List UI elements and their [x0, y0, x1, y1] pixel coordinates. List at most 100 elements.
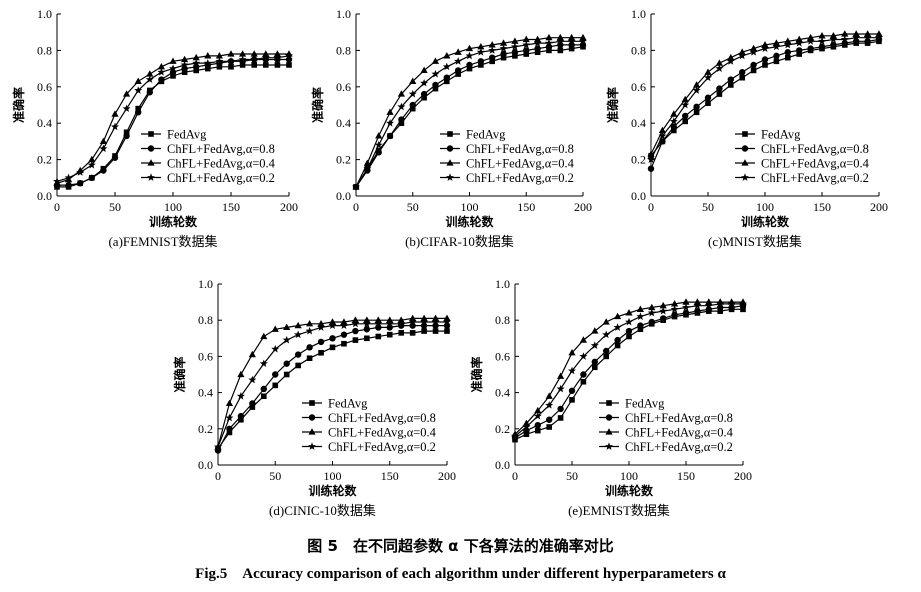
data-point — [477, 42, 485, 50]
data-point — [579, 33, 587, 41]
data-point — [352, 337, 359, 343]
data-point — [239, 50, 247, 57]
data-point — [431, 69, 440, 78]
data-point — [545, 392, 553, 399]
y-axis-label: 准确率 — [11, 87, 26, 123]
x-tick-label: 0 — [215, 469, 221, 483]
legend-marker — [605, 428, 613, 435]
legend-item: ChFL+FedAvg,α=0.2 — [599, 440, 733, 454]
data-point — [239, 62, 246, 68]
data-point — [556, 33, 564, 41]
data-point — [704, 68, 712, 75]
data-point — [273, 50, 281, 57]
data-point — [660, 315, 667, 322]
data-point — [694, 307, 701, 315]
legend-label: ChFL+FedAvg,α=0.2 — [625, 440, 733, 454]
data-point — [681, 100, 690, 109]
data-point — [444, 328, 450, 334]
data-point — [341, 340, 347, 347]
data-point — [204, 52, 212, 59]
data-point — [863, 33, 872, 42]
data-point — [614, 342, 621, 349]
legend-marker — [447, 131, 453, 137]
data-point — [489, 58, 495, 65]
data-point — [442, 62, 451, 71]
legend-item: FedAvg — [302, 397, 368, 411]
chart-d: 0.0 0.2 0.4 0.6 0.8 1.0 0 50 100 150 200 训练轮数 准确率 (d)… — [172, 277, 456, 518]
chart-subtitle: (e)EMNIST数据集 — [568, 503, 670, 518]
y-tick-label: 0.0 — [198, 458, 213, 472]
data-point — [682, 309, 690, 317]
legend-label: ChFL+FedAvg,α=0.2 — [466, 171, 574, 185]
legend-item: ChFL+FedAvg,α=0.4 — [302, 426, 437, 440]
data-point — [260, 385, 267, 393]
data-point — [294, 351, 302, 358]
data-point — [398, 116, 405, 123]
data-point — [157, 62, 165, 70]
x-axis-label: 训练轮数 — [741, 214, 790, 229]
data-point — [727, 299, 736, 308]
data-point — [658, 126, 666, 134]
data-point — [64, 173, 73, 182]
data-point — [134, 86, 143, 94]
data-point — [317, 320, 325, 327]
y-tick-label: 0.0 — [336, 189, 351, 203]
data-point — [579, 37, 587, 45]
data-point — [796, 47, 803, 54]
series-triangle — [352, 33, 587, 190]
data-point — [465, 44, 474, 52]
data-point — [134, 77, 142, 84]
data-point — [374, 319, 383, 328]
data-point — [283, 323, 291, 331]
data-point — [193, 67, 199, 74]
legend-item: ChFL+FedAvg,α=0.8 — [302, 411, 436, 425]
data-point — [681, 95, 689, 103]
data-point — [465, 51, 474, 60]
data-point — [727, 76, 734, 83]
data-point — [272, 371, 279, 378]
data-point — [693, 301, 702, 310]
data-point — [704, 73, 712, 82]
data-point — [830, 41, 837, 49]
data-point — [386, 132, 394, 140]
y-tick-label: 0.4 — [495, 386, 510, 400]
series-star — [647, 33, 883, 163]
data-point — [421, 94, 427, 101]
data-point — [250, 55, 259, 63]
legend-label: ChFL+FedAvg,α=0.4 — [761, 157, 870, 171]
data-point — [455, 71, 461, 77]
data-point — [421, 328, 427, 334]
legend-label: FedAvg — [761, 128, 801, 142]
data-point — [249, 404, 256, 410]
data-point — [409, 330, 416, 336]
data-point — [613, 323, 622, 331]
data-point — [783, 40, 792, 49]
data-point — [181, 55, 189, 63]
x-tick-label: 50 — [109, 200, 121, 214]
data-point — [305, 326, 314, 335]
legend-label: ChFL+FedAvg,α=0.4 — [328, 426, 437, 440]
legend-label: ChFL+FedAvg,α=0.8 — [167, 142, 275, 156]
data-point — [466, 65, 473, 72]
data-point — [225, 413, 234, 422]
data-point — [693, 81, 701, 88]
y-axis-label: 准确率 — [469, 356, 484, 392]
legend-marker — [308, 428, 316, 435]
data-point — [523, 51, 530, 57]
y-tick-label: 0.4 — [198, 386, 213, 400]
data-point — [522, 35, 530, 43]
data-point — [740, 306, 746, 313]
series-star — [53, 51, 293, 185]
data-point — [626, 333, 632, 340]
data-point — [226, 425, 233, 432]
data-point — [511, 431, 519, 440]
data-point — [374, 316, 382, 323]
y-tick-label: 0.0 — [495, 458, 510, 472]
data-point — [454, 48, 462, 55]
data-point — [546, 424, 552, 430]
data-point — [749, 48, 758, 56]
data-point — [716, 299, 725, 308]
figure-caption-english: Fig.5 Accuracy comparison of each algori… — [195, 566, 726, 582]
data-point — [123, 90, 131, 97]
data-point — [818, 32, 826, 39]
